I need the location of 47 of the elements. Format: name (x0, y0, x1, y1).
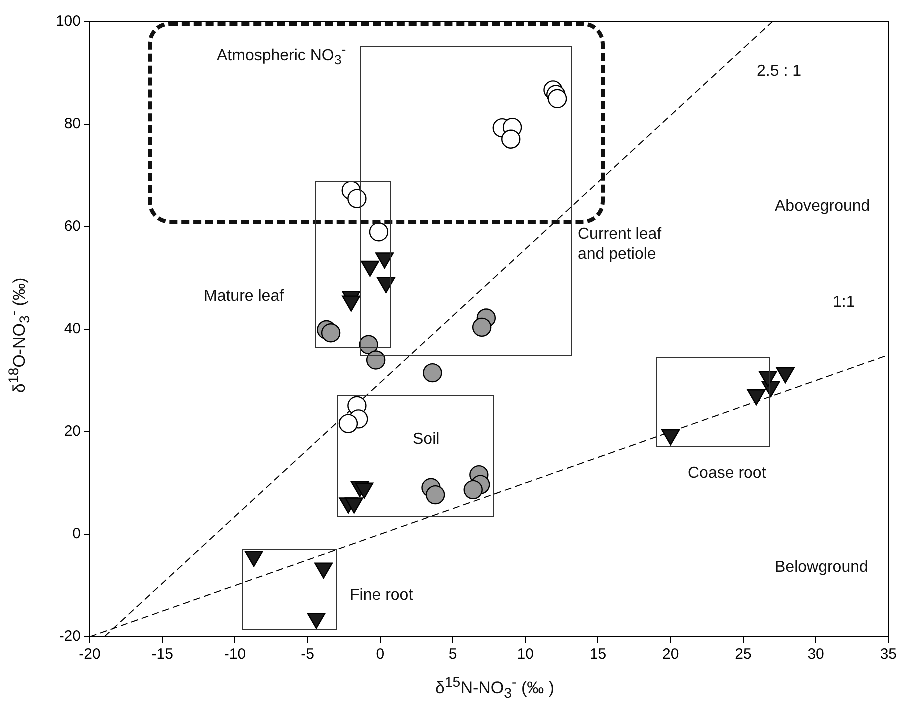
annotation: Coase root (688, 464, 766, 484)
x-tick-label: 15 (590, 646, 607, 664)
point (348, 189, 367, 208)
x-tick-label: 0 (376, 646, 385, 664)
point (369, 222, 389, 242)
y-tick-label: 60 (64, 218, 81, 236)
x-tick-label: 30 (808, 646, 824, 664)
annotation: Aboveground (775, 197, 870, 217)
x-tick-label: -10 (224, 646, 246, 664)
point (244, 550, 264, 568)
point (307, 612, 326, 630)
y-tick-label: 80 (64, 116, 81, 133)
point (355, 482, 374, 499)
y-tick-label: 40 (64, 320, 81, 338)
y-tick-label: 100 (56, 13, 81, 30)
point (338, 414, 358, 434)
point (314, 562, 334, 579)
point (662, 429, 680, 446)
annotation: Belowground (775, 558, 868, 578)
x-tick-label: 25 (735, 646, 752, 664)
x-tick-label: -5 (301, 646, 314, 664)
x-tick-label: -20 (79, 646, 101, 664)
point (423, 363, 442, 383)
x-tick-label: -15 (152, 646, 174, 664)
point (758, 371, 778, 388)
point (366, 350, 386, 370)
x-axis-title: δ$^{15}$N-NO$_{3}$$^{-}$ (‰ ) (434, 674, 556, 704)
x-tick-label: 10 (517, 646, 534, 664)
annotation: Current leaf and petiole (578, 225, 663, 265)
annotation: 2.5 : 1 (757, 62, 802, 82)
annotation: Soil (413, 430, 440, 450)
y-tick-label: 20 (64, 423, 81, 440)
x-tick-label: 5 (448, 646, 458, 664)
x-tick-label: 20 (662, 646, 680, 664)
x-tick-label: 35 (880, 646, 897, 664)
y-tick-label: -20 (59, 628, 81, 646)
point (472, 318, 492, 338)
point (747, 390, 766, 406)
annotation: Mature leaf (204, 287, 284, 307)
annotation: Fine root (350, 586, 414, 606)
annotation: 1:1 (833, 293, 856, 313)
point (776, 367, 795, 384)
point (502, 130, 521, 149)
point (548, 89, 568, 108)
point (345, 498, 364, 514)
point (321, 323, 341, 343)
y-tick-label: 0 (72, 526, 81, 543)
